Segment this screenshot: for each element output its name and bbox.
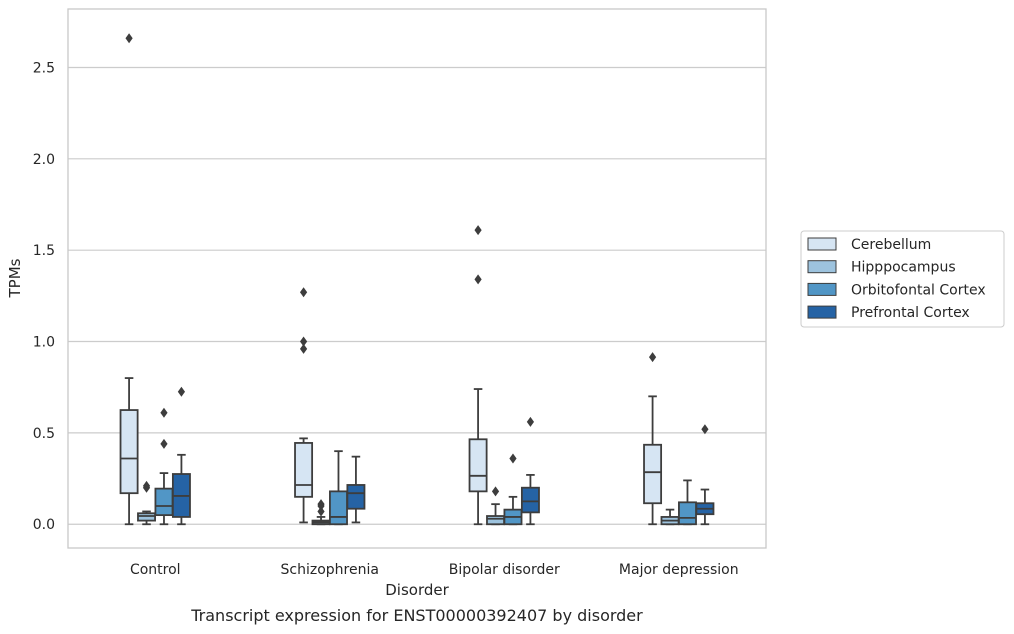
outlier-point: [474, 225, 482, 236]
box-body: [294, 442, 314, 498]
box-prefrontal-cortex-3: [695, 424, 715, 526]
legend-swatch: [807, 305, 837, 319]
y-tick-label: 0.5: [33, 426, 55, 442]
y-tick-label: 2.0: [33, 152, 55, 168]
box-cerebellum-3: [643, 352, 663, 526]
outlier-point: [299, 336, 308, 347]
legend-frame: [800, 230, 1005, 328]
legend-swatch: [807, 282, 837, 296]
outlier-point: [160, 407, 168, 418]
y-tick-label: 2.5: [33, 60, 55, 76]
outlier-point: [317, 500, 325, 511]
x-tick-label: Bipolar disorder: [449, 562, 560, 578]
box-orbitofontal-cortex-3: [678, 479, 697, 526]
plot-frame: [67, 8, 767, 549]
box-body: [346, 484, 366, 510]
box-prefrontal-cortex-2: [520, 416, 540, 526]
box-hipppocampus-3: [660, 508, 680, 526]
y-tick-label: 1.5: [33, 243, 55, 259]
box-prefrontal-cortex-0: [171, 386, 191, 526]
outlier-point: [526, 416, 535, 427]
y-tick-labels: 0.0 0.5 1.0 1.5 2.0 2.5: [33, 60, 55, 533]
outlier-point: [299, 343, 308, 354]
legend-label: Cerebellum: [851, 237, 931, 253]
box-body: [486, 515, 505, 526]
box-cerebellum-1: [294, 287, 314, 524]
box-body: [678, 501, 697, 526]
outlier-point: [142, 482, 151, 493]
x-tick-label: Schizophrenia: [281, 562, 379, 578]
box-hipppocampus-1: [311, 499, 331, 526]
outlier-point: [491, 486, 500, 497]
outlier-point: [177, 386, 186, 397]
box-body: [329, 490, 348, 526]
legend-label: Prefrontal Cortex: [851, 305, 970, 321]
legend-label: Hipppocampus: [851, 260, 956, 276]
box-cerebellum-0: [119, 33, 139, 526]
box-cerebellum-2: [468, 225, 488, 526]
outlier-point: [701, 424, 709, 435]
box-hipppocampus-0: [137, 480, 156, 526]
box-orbitofontal-cortex-0: [154, 407, 174, 526]
box-body: [154, 487, 174, 517]
box-body: [119, 409, 139, 495]
box-body: [643, 443, 663, 505]
chart-caption: Transcript expression for ENST0000039240…: [191, 606, 643, 625]
outlier-point: [125, 33, 133, 44]
box-body: [137, 512, 156, 522]
x-tick-label: Control: [130, 562, 181, 578]
box-body: [468, 438, 488, 493]
boxes: [119, 33, 715, 526]
legend-swatch: [807, 237, 837, 251]
box-orbitofontal-cortex-2: [503, 453, 523, 526]
y-axis-label: TPMs: [6, 258, 24, 298]
outlier-point: [474, 274, 482, 285]
outlier-point: [160, 438, 168, 449]
y-tick-label: 1.0: [33, 335, 55, 351]
box-prefrontal-cortex-1: [346, 455, 366, 524]
outlier-point: [317, 506, 325, 517]
box-hipppocampus-2: [486, 486, 505, 526]
outlier-point: [509, 453, 517, 464]
outlier-point: [648, 352, 657, 363]
x-axis-label: Disorder: [385, 581, 449, 599]
legend-swatch: [807, 260, 837, 274]
x-tick-label: Major depression: [619, 562, 739, 578]
legend-label: Orbitofontal Cortex: [851, 282, 986, 298]
x-tick-labels: Control Schizophrenia Bipolar disorder Majo…: [130, 562, 739, 578]
box-orbitofontal-cortex-1: [329, 450, 348, 526]
outlier-point: [299, 287, 308, 298]
box-body: [520, 486, 540, 514]
y-tick-label: 0.0: [33, 517, 55, 533]
legend: Cerebellum Hipppocampus Orbitofontal Corte…: [800, 230, 1005, 328]
